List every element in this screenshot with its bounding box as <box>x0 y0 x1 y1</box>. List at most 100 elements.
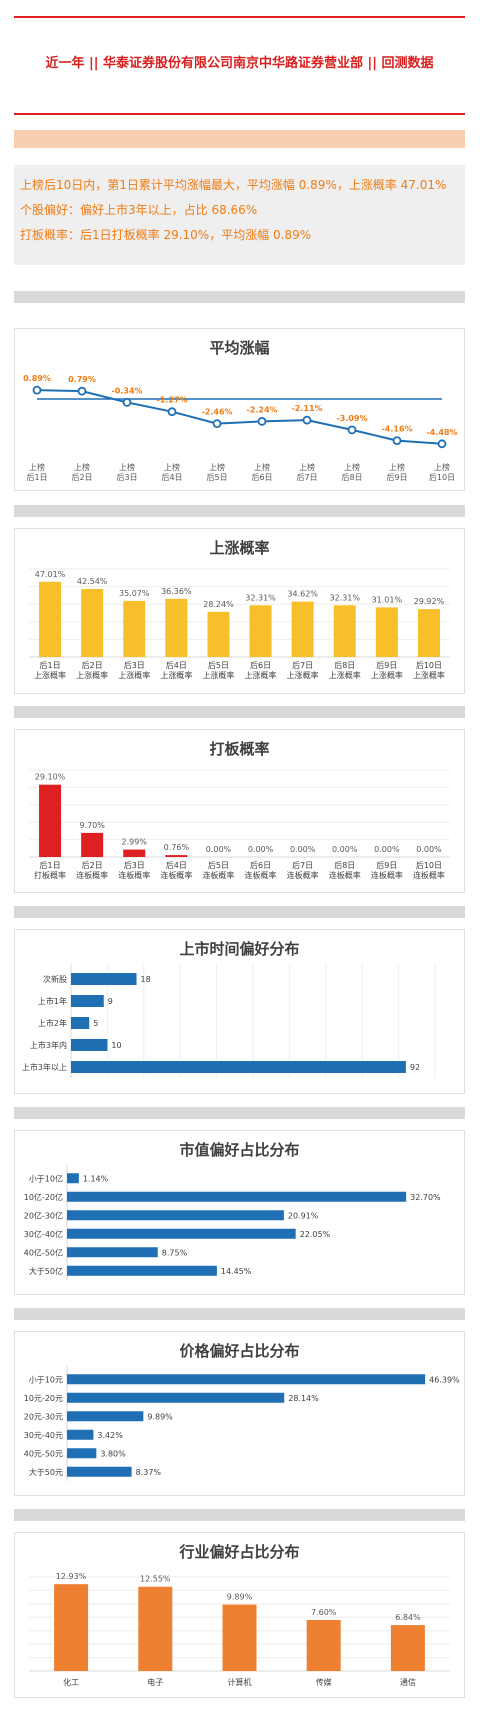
x-tick-label: 通信 <box>400 1677 416 1687</box>
up-probability-chart: 上涨概率 47.01% 后1日上涨概率 42.54% 后2日上涨概率 35.07% 后3日上… <box>29 539 450 680</box>
bar <box>207 611 230 657</box>
section-divider <box>14 706 465 718</box>
bar <box>249 605 272 657</box>
section-divider <box>14 291 465 303</box>
data-label: 18 <box>141 975 151 984</box>
x-tick-label: 后6日连板概率 <box>245 860 277 880</box>
data-label: 29.92% <box>414 597 445 606</box>
data-label: 9 <box>108 997 113 1006</box>
chart-title: 上涨概率 <box>209 539 269 557</box>
bar <box>39 784 62 857</box>
data-label: 0.00% <box>332 845 358 854</box>
x-tick-label: 后9日连板概率 <box>371 860 403 880</box>
data-label: 92 <box>410 1063 420 1072</box>
data-label: 46.39% <box>429 1375 460 1384</box>
data-label: 6.84% <box>395 1613 421 1622</box>
bar <box>67 1173 79 1184</box>
bar <box>165 598 188 657</box>
bar <box>333 605 356 657</box>
bar <box>291 601 314 657</box>
bar <box>67 1374 426 1385</box>
data-point <box>122 398 132 407</box>
y-tick-label: 20元-30元 <box>24 1412 63 1421</box>
data-label: -1.27% <box>156 396 187 405</box>
data-point <box>257 417 267 426</box>
chart-card-up-probability: 上涨概率 47.01% 后1日上涨概率 42.54% 后2日上涨概率 35.07% 后3日上… <box>14 528 465 694</box>
data-label: 31.01% <box>372 595 403 604</box>
data-label: -2.11% <box>291 404 322 413</box>
y-tick-label: 大于50元 <box>29 1467 63 1477</box>
x-tick-label: 后1日上涨概率 <box>34 660 66 680</box>
x-tick-label: 后7日上涨概率 <box>287 660 319 680</box>
x-tick-label: 上榜后10日 <box>429 462 455 482</box>
x-tick-label: 传媒 <box>316 1677 332 1687</box>
bar <box>375 607 398 657</box>
data-point <box>32 385 42 395</box>
bar <box>123 849 146 857</box>
chart-title: 行业偏好占比分布 <box>178 1543 299 1561</box>
y-tick-label: 小于10元 <box>29 1375 63 1384</box>
x-tick-label: 后7日连板概率 <box>287 860 319 880</box>
y-tick-label: 大于50亿 <box>29 1266 63 1276</box>
chart-card-listing-time: 上市时间偏好分布 次新股 18 上市1年 9 上市2年 5 上市3年内 10 上市3年以上 92 <box>14 929 465 1094</box>
data-label: 9.89% <box>147 1412 173 1421</box>
summary-banner <box>14 130 465 148</box>
data-label: 3.80% <box>100 1449 126 1458</box>
y-tick-label: 小于10亿 <box>29 1173 63 1183</box>
data-point <box>347 425 357 435</box>
data-label: 28.14% <box>288 1394 319 1403</box>
data-label: 0.76% <box>164 843 190 852</box>
x-tick-label: 后1日打板概率 <box>34 860 66 880</box>
data-label: 2.99% <box>122 838 148 847</box>
data-label: 1.14% <box>83 1174 109 1183</box>
data-label: 9.89% <box>227 1593 253 1602</box>
x-tick-label: 上榜后5日 <box>206 462 227 482</box>
bar <box>67 1411 144 1422</box>
bar <box>71 1039 108 1051</box>
x-tick-label: 后3日连板概率 <box>118 860 150 880</box>
summary-panel: 上榜后10日内，第1日累计平均涨幅最大，平均涨幅 0.89%，上涨概率 47.0… <box>14 165 465 265</box>
data-label: -4.48% <box>426 428 457 437</box>
data-label: 0.00% <box>290 845 316 854</box>
chart-card-avg-change: 平均涨幅 0.89% 上榜后1日 0.79% 上榜后2日 -0.34% 上榜后3日 -1.27… <box>14 328 465 491</box>
data-label: -4.16% <box>381 425 412 434</box>
bar <box>67 1429 94 1440</box>
bar <box>71 995 104 1007</box>
data-label: 42.54% <box>77 577 108 586</box>
bar <box>71 973 137 985</box>
data-label: 0.79% <box>68 375 96 384</box>
x-tick-label: 后3日上涨概率 <box>118 660 150 680</box>
y-tick-label: 次新股 <box>43 974 67 984</box>
data-label: -0.34% <box>111 386 142 395</box>
avg-change-chart: 平均涨幅 0.89% 上榜后1日 0.79% 上榜后2日 -0.34% 上榜后3日 -1.27… <box>23 339 457 482</box>
section-divider <box>14 505 465 517</box>
header-top-rule <box>14 16 465 18</box>
y-tick-label: 30亿-40亿 <box>24 1229 63 1239</box>
data-label: 0.00% <box>248 845 274 854</box>
x-tick-label: 后9日上涨概率 <box>371 660 403 680</box>
x-tick-label: 电子 <box>147 1677 163 1687</box>
x-tick-label: 上榜后4日 <box>161 462 182 482</box>
data-label: 32.31% <box>329 593 360 602</box>
bar <box>54 1584 89 1671</box>
bar <box>71 1061 406 1073</box>
bar <box>39 581 62 657</box>
chart-title: 市值偏好占比分布 <box>179 1141 299 1159</box>
summary-line-1: 上榜后10日内，第1日累计平均涨幅最大，平均涨幅 0.89%，上涨概率 47.0… <box>20 178 447 192</box>
data-point <box>302 415 312 425</box>
x-tick-label: 化工 <box>63 1677 79 1687</box>
bar <box>67 1191 407 1202</box>
bar <box>67 1228 296 1239</box>
data-label: 12.55% <box>140 1575 171 1584</box>
x-tick-label: 后8日连板概率 <box>329 860 361 880</box>
data-label: 14.45% <box>221 1267 252 1276</box>
data-point <box>167 407 177 417</box>
bar <box>306 1619 341 1671</box>
data-label: 8.37% <box>136 1468 162 1477</box>
data-point <box>212 419 222 428</box>
y-tick-label: 40亿-50亿 <box>24 1247 63 1257</box>
x-tick-label: 后10日连板概率 <box>413 860 445 880</box>
chart-title: 价格偏好占比分布 <box>179 1342 299 1360</box>
